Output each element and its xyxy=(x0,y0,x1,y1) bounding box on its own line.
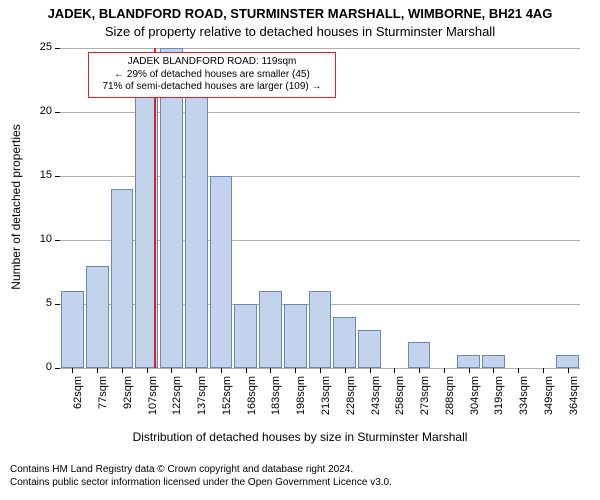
histogram-bar xyxy=(185,74,208,368)
histogram-bar xyxy=(284,304,307,368)
x-tick-label: 137sqm xyxy=(196,376,208,426)
x-tick-label: 198sqm xyxy=(295,376,307,426)
x-tick xyxy=(370,368,371,373)
x-tick xyxy=(493,368,494,373)
x-tick xyxy=(221,368,222,373)
y-tick xyxy=(55,368,60,369)
annotation-line-1: JADEK BLANDFORD ROAD: 119sqm xyxy=(95,56,329,69)
y-tick-label: 10 xyxy=(28,233,52,245)
x-tick-label: 304sqm xyxy=(469,376,481,426)
footer-line-1: Contains HM Land Registry data © Crown c… xyxy=(10,464,590,477)
y-tick xyxy=(55,304,60,305)
y-tick xyxy=(55,112,60,113)
x-tick xyxy=(97,368,98,373)
y-tick xyxy=(55,240,60,241)
x-tick-label: 349sqm xyxy=(543,376,555,426)
x-tick-label: 334sqm xyxy=(518,376,530,426)
y-tick-label: 25 xyxy=(28,41,52,53)
annotation-line-3: 71% of semi-detached houses are larger (… xyxy=(95,81,329,94)
x-tick-label: 122sqm xyxy=(171,376,183,426)
x-tick-label: 183sqm xyxy=(270,376,282,426)
figure-footer: Contains HM Land Registry data © Crown c… xyxy=(10,464,590,489)
x-tick xyxy=(295,368,296,373)
x-tick xyxy=(270,368,271,373)
histogram-bar xyxy=(333,317,356,368)
chart-subtitle: Size of property relative to detached ho… xyxy=(0,24,600,39)
chart-title-address: JADEK, BLANDFORD ROAD, STURMINSTER MARSH… xyxy=(0,6,600,21)
x-tick xyxy=(518,368,519,373)
x-tick xyxy=(543,368,544,373)
x-tick xyxy=(147,368,148,373)
x-tick xyxy=(196,368,197,373)
x-tick-label: 273sqm xyxy=(419,376,431,426)
histogram-bar xyxy=(358,330,381,368)
x-axis-label: Distribution of detached houses by size … xyxy=(0,430,600,444)
histogram-bar xyxy=(259,291,282,368)
y-tick xyxy=(55,176,60,177)
x-tick-label: 288sqm xyxy=(444,376,456,426)
histogram-bar xyxy=(309,291,332,368)
histogram-bar xyxy=(556,355,579,368)
histogram-bar xyxy=(234,304,257,368)
x-tick xyxy=(345,368,346,373)
annotation-line-2: ← 29% of detached houses are smaller (45… xyxy=(95,69,329,82)
y-tick-label: 20 xyxy=(28,105,52,117)
x-tick xyxy=(72,368,73,373)
gridline xyxy=(60,48,580,49)
y-tick-label: 15 xyxy=(28,169,52,181)
histogram-bar xyxy=(61,291,84,368)
x-tick xyxy=(444,368,445,373)
x-tick-label: 228sqm xyxy=(345,376,357,426)
histogram-bar xyxy=(111,189,134,368)
histogram-bar xyxy=(408,342,431,368)
x-tick xyxy=(122,368,123,373)
x-tick-label: 243sqm xyxy=(370,376,382,426)
histogram-bar xyxy=(86,266,109,368)
histogram-bar xyxy=(482,355,505,368)
x-tick-label: 77sqm xyxy=(97,376,109,426)
x-tick-label: 168sqm xyxy=(246,376,258,426)
marker-annotation-box: JADEK BLANDFORD ROAD: 119sqm ← 29% of de… xyxy=(88,52,336,98)
x-tick-label: 152sqm xyxy=(221,376,233,426)
histogram-figure: { "titles": { "line1": "JADEK, BLANDFORD… xyxy=(0,0,600,500)
x-tick xyxy=(320,368,321,373)
x-tick-label: 62sqm xyxy=(72,376,84,426)
y-tick xyxy=(55,48,60,49)
y-tick-label: 5 xyxy=(28,297,52,309)
x-tick-label: 319sqm xyxy=(493,376,505,426)
x-tick xyxy=(568,368,569,373)
x-tick-label: 92sqm xyxy=(122,376,134,426)
footer-line-2: Contains public sector information licen… xyxy=(10,477,590,490)
x-tick-label: 213sqm xyxy=(320,376,332,426)
x-tick-label: 258sqm xyxy=(394,376,406,426)
x-tick xyxy=(419,368,420,373)
histogram-bar xyxy=(457,355,480,368)
histogram-bar xyxy=(210,176,233,368)
x-tick xyxy=(394,368,395,373)
y-tick-label: 0 xyxy=(28,361,52,373)
y-axis-label: Number of detached properties xyxy=(9,107,23,307)
x-tick xyxy=(246,368,247,373)
x-tick xyxy=(171,368,172,373)
x-tick xyxy=(469,368,470,373)
x-tick-label: 364sqm xyxy=(568,376,580,426)
x-tick-label: 107sqm xyxy=(147,376,159,426)
